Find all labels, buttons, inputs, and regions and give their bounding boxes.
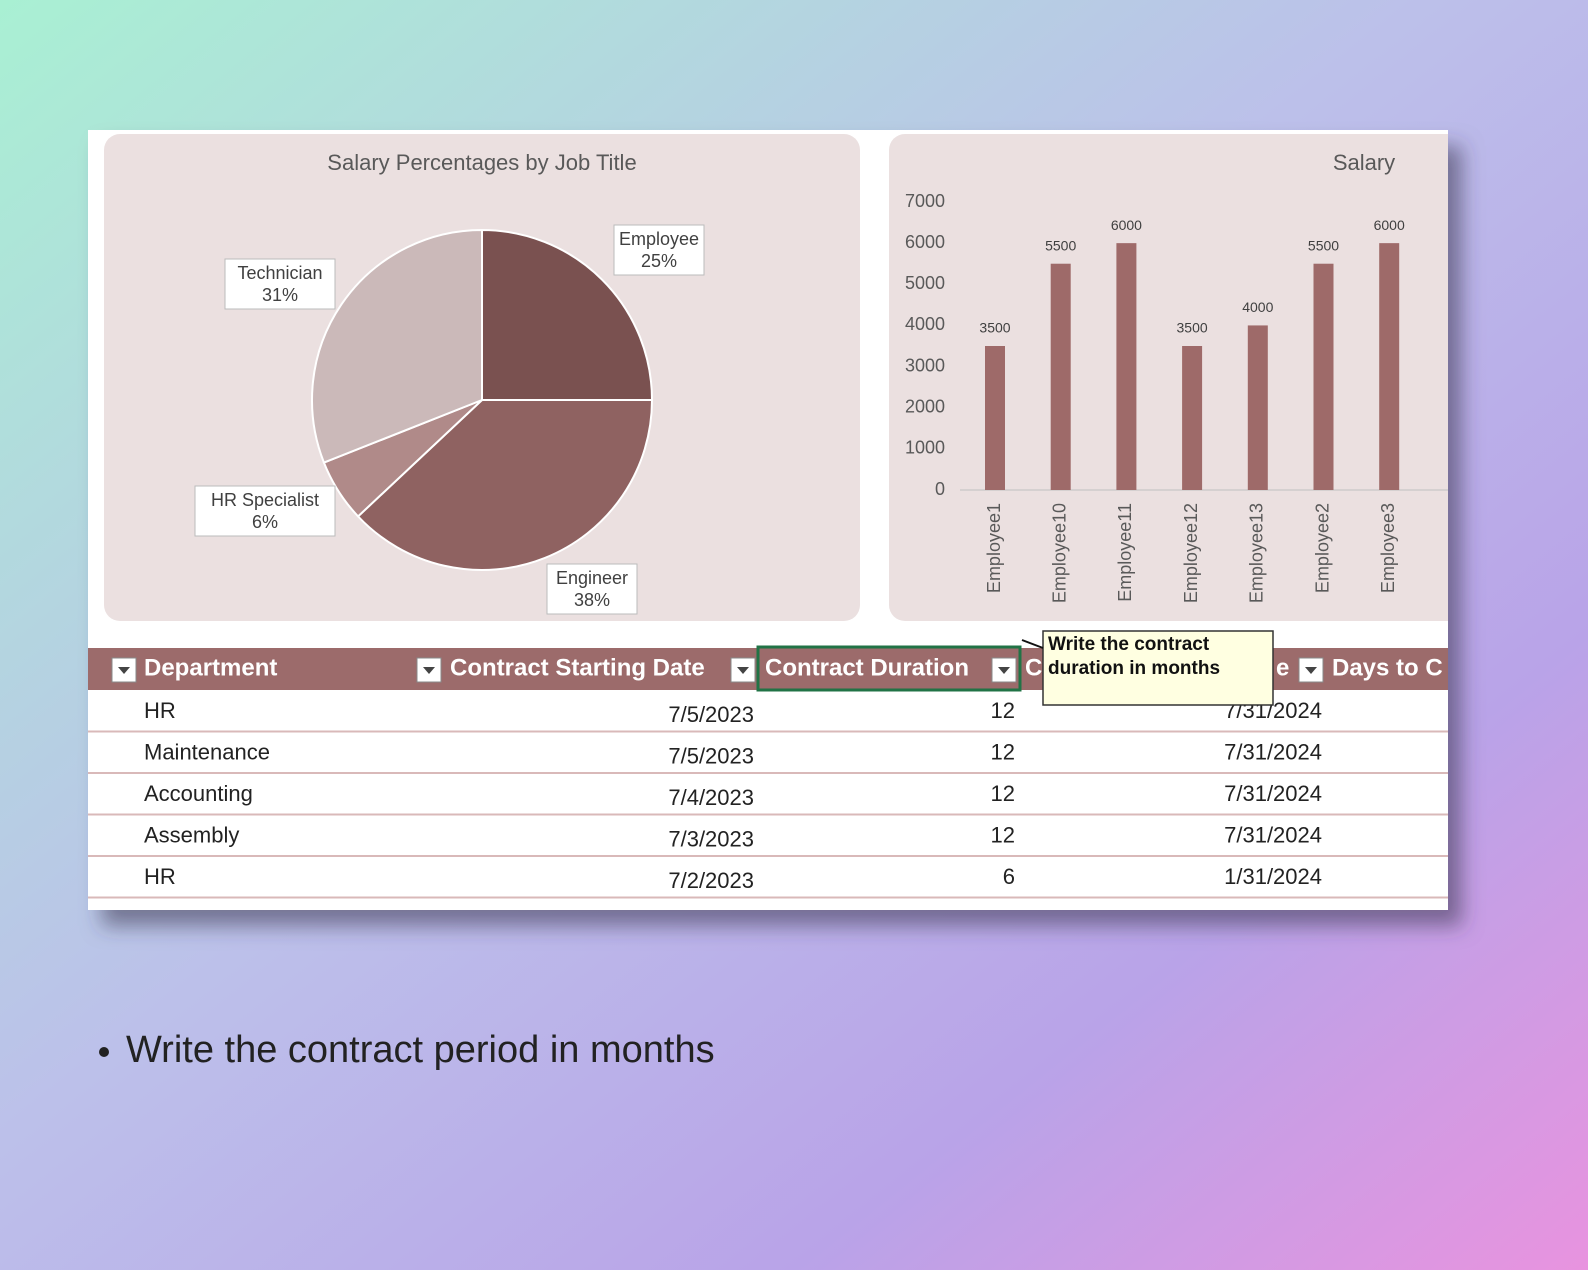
bar-panel: [889, 134, 1448, 621]
table-cell: Assembly: [144, 822, 239, 847]
bar: [1379, 243, 1400, 490]
table-cell: HR: [144, 698, 176, 723]
y-tick-label: 2000: [905, 396, 945, 416]
x-tick-label: Employee12: [1181, 503, 1201, 603]
table-cell: 12: [991, 781, 1015, 806]
bar: [1050, 263, 1071, 490]
bullet: [99, 1047, 109, 1057]
y-tick-label: 5000: [905, 273, 945, 293]
column-header: Days to C: [1332, 654, 1443, 681]
table-cell: 7/3/2023: [668, 826, 754, 851]
y-tick-label: 1000: [905, 438, 945, 458]
filter-arrow: [118, 667, 130, 674]
x-tick-label: Employee3: [1378, 503, 1398, 593]
data-label-name: Employee: [619, 229, 699, 249]
x-tick-label: Employee10: [1049, 503, 1069, 603]
bar: [1313, 263, 1334, 490]
data-label-name: HR Specialist: [211, 490, 319, 510]
data-label-value: 6%: [252, 512, 278, 532]
x-tick-label: Employee1: [984, 503, 1004, 593]
data-label-value: 38%: [574, 590, 610, 610]
table-cell: 7/5/2023: [668, 743, 754, 768]
comment-arrow: [1021, 639, 1044, 649]
caption: Write the contract period in months: [126, 1029, 715, 1071]
bar-value-label: 5500: [1308, 237, 1339, 253]
table-cell: 7/4/2023: [668, 785, 754, 810]
pie-title: Salary Percentages by Job Title: [327, 150, 636, 175]
column-header-fragment: e: [1276, 654, 1289, 681]
selected-cell[interactable]: [756, 645, 1022, 692]
table-cell: 1/31/2024: [1224, 864, 1322, 889]
filter-button[interactable]: [416, 657, 442, 683]
y-tick-label: 7000: [905, 191, 945, 211]
data-label-value: 25%: [641, 251, 677, 271]
filter-arrow: [737, 667, 749, 674]
bar-value-label: 6000: [1374, 217, 1405, 233]
column-header-fragment: C: [1025, 654, 1042, 681]
comment-line: duration in months: [1048, 658, 1220, 679]
data-label-box: [224, 258, 336, 310]
x-tick-label: Employee13: [1247, 503, 1267, 603]
y-tick-label: 4000: [905, 314, 945, 334]
column-header: Department: [144, 654, 277, 681]
bar: [1116, 243, 1137, 490]
table-cell: 12: [991, 739, 1015, 764]
y-tick-label: 3000: [905, 355, 945, 375]
bar-value-label: 5500: [1045, 237, 1076, 253]
table-cell: 7/31/2024: [1224, 781, 1322, 806]
table-cell: HR: [144, 864, 176, 889]
bar: [1247, 325, 1268, 490]
table-cell: Maintenance: [144, 739, 270, 764]
table-cell: 7/2/2023: [668, 868, 754, 893]
data-label-box: [546, 563, 638, 615]
data-label-box: [194, 485, 336, 537]
filter-arrow: [998, 667, 1010, 674]
x-tick-label: Employee2: [1312, 503, 1332, 593]
table-cell: 7/31/2024: [1224, 822, 1322, 847]
table-cell: 7/5/2023: [668, 702, 754, 727]
pie-slice: [481, 228, 654, 401]
bar-title: Salary: [1333, 150, 1395, 175]
table-cell: 6: [1003, 864, 1015, 889]
table-cell: 12: [991, 698, 1015, 723]
comment-line: Write the contract: [1048, 634, 1210, 655]
column-header: Contract Duration: [765, 654, 969, 681]
data-label-value: 31%: [262, 285, 298, 305]
bar-value-label: 3500: [1177, 320, 1208, 336]
x-tick-label: Employee11: [1115, 503, 1135, 602]
column-header: Contract Starting Date: [450, 654, 705, 681]
table-cell: Accounting: [144, 781, 253, 806]
y-tick-label: 0: [935, 479, 945, 499]
spreadsheet: Salary Percentages by Job Title Salary C…: [88, 134, 1448, 899]
data-label-box: [613, 224, 705, 276]
bar-value-label: 3500: [979, 320, 1010, 336]
filter-arrow: [1305, 667, 1317, 674]
data-label-name: Technician: [237, 263, 322, 283]
bar: [1182, 346, 1203, 490]
filter-arrow: [423, 667, 435, 674]
cell-comment: [1042, 630, 1274, 706]
table-cell: 7/31/2024: [1224, 739, 1322, 764]
pie-slice: [311, 228, 483, 464]
pie-slice: [356, 399, 654, 571]
y-tick-label: 6000: [905, 232, 945, 252]
data-label-name: Engineer: [556, 568, 628, 588]
bar-value-label: 4000: [1242, 299, 1273, 315]
bar: [985, 346, 1005, 490]
table-cell: 12: [991, 822, 1015, 847]
bar-value-label: 6000: [1111, 217, 1142, 233]
